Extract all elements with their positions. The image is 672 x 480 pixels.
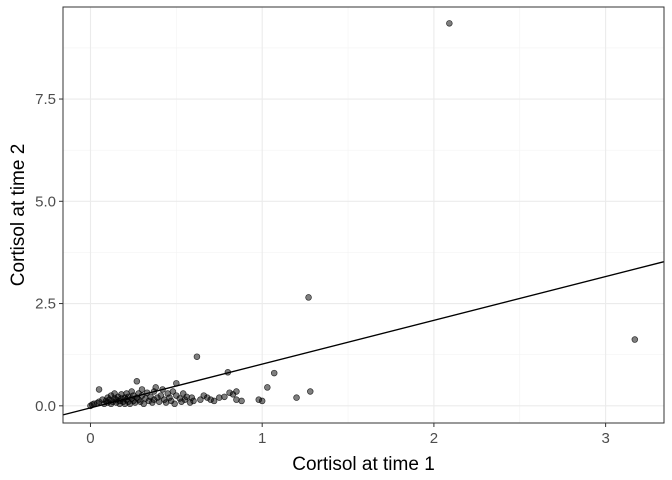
data-point: [138, 386, 146, 393]
data-point: [631, 336, 639, 343]
y-tick-label: 0.0: [35, 398, 56, 415]
data-point: [270, 369, 278, 377]
data-point: [143, 389, 151, 396]
x-axis-ticks: 0 1 2 3: [86, 423, 610, 447]
y-axis-title: Cortisol at time 2: [8, 144, 29, 287]
data-point: [193, 353, 201, 360]
data-point: [446, 20, 453, 27]
data-point: [233, 388, 240, 395]
data-point: [171, 400, 178, 408]
data-point: [197, 396, 204, 403]
data-point: [224, 369, 232, 376]
x-tick-label: 1: [258, 430, 266, 447]
x-tick-label: 2: [430, 430, 438, 447]
minor-gridlines: [63, 7, 664, 423]
major-gridlines: [63, 7, 664, 423]
data-point: [258, 397, 266, 405]
data-point: [293, 394, 300, 401]
data-point: [95, 386, 103, 393]
data-point: [133, 378, 141, 385]
y-tick-label: 2.5: [35, 296, 56, 313]
data-point: [173, 380, 180, 387]
data-point: [159, 386, 166, 393]
x-tick-label: 0: [86, 430, 94, 447]
data-point: [238, 397, 245, 405]
x-axis-title: Cortisol at time 1: [292, 454, 435, 475]
data-point: [152, 384, 159, 391]
data-point: [264, 384, 271, 391]
x-tick-label: 3: [601, 430, 609, 447]
data-point: [157, 392, 165, 399]
data-point: [307, 388, 314, 395]
data-point: [221, 393, 228, 401]
data-points: [87, 20, 639, 410]
data-point: [190, 397, 197, 405]
y-axis-ticks: 0.0 2.5 5.0 7.5: [35, 91, 63, 415]
data-point: [169, 388, 177, 395]
y-tick-label: 7.5: [35, 91, 56, 108]
data-point: [305, 294, 312, 301]
panel-border: [62, 6, 665, 424]
data-point: [210, 397, 218, 405]
y-tick-label: 5.0: [35, 193, 56, 210]
